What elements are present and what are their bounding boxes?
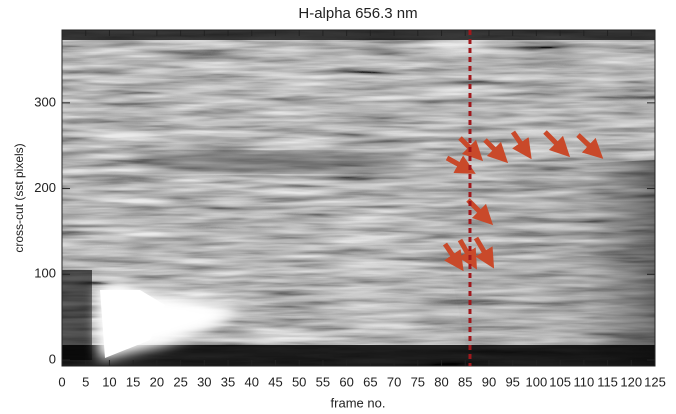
y-tick-label: 0 xyxy=(49,351,56,366)
x-tick-label: 55 xyxy=(316,374,330,389)
x-tick-label: 90 xyxy=(482,374,496,389)
x-tick-label: 25 xyxy=(173,374,187,389)
x-axis-label: frame no. xyxy=(331,395,386,410)
x-tick-label: 5 xyxy=(82,374,89,389)
x-tick-label: 40 xyxy=(245,374,259,389)
x-tick-label: 75 xyxy=(411,374,425,389)
plot-frame xyxy=(61,29,656,367)
x-tick-label: 95 xyxy=(505,374,519,389)
top-band xyxy=(62,30,655,40)
arrow xyxy=(445,155,476,174)
image xyxy=(62,30,655,366)
x-tick-label: 60 xyxy=(339,374,353,389)
y-axis-label: cross-cut (sst pixels) xyxy=(12,143,26,252)
y-tick-label: 300 xyxy=(34,94,56,109)
arrow xyxy=(576,133,604,159)
x-tick-label: 10 xyxy=(102,374,116,389)
dark-band xyxy=(130,152,410,172)
x-tick-label: 20 xyxy=(150,374,164,389)
x-tick-label: 110 xyxy=(573,374,594,389)
arrow xyxy=(458,136,484,162)
x-tick-label: 30 xyxy=(197,374,211,389)
y-tick-label: 100 xyxy=(34,266,56,281)
x-tick-label: 105 xyxy=(549,374,571,389)
arrow xyxy=(483,138,509,164)
x-tick-label: 115 xyxy=(597,374,618,389)
x-tick-label: 45 xyxy=(268,374,282,389)
x-tick-label: 50 xyxy=(292,374,306,389)
x-tick-label: 15 xyxy=(126,374,140,389)
x-tick-label: 70 xyxy=(387,374,401,389)
x-tick-label: 100 xyxy=(526,374,548,389)
x-tick-label: 120 xyxy=(620,374,642,389)
x-tick-label: 65 xyxy=(363,374,377,389)
arrow xyxy=(543,130,571,158)
dark-patch xyxy=(62,270,92,360)
dark-region xyxy=(430,160,655,366)
x-tick-label: 125 xyxy=(644,374,666,389)
arrows xyxy=(442,130,604,272)
arrow xyxy=(510,130,532,160)
y-tick-label: 200 xyxy=(34,180,56,195)
x-tick-label: 35 xyxy=(221,374,235,389)
bright-core xyxy=(100,290,165,358)
chart-title: H-alpha 656.3 nm xyxy=(298,5,417,22)
arrow xyxy=(442,242,464,272)
x-tick-label: 80 xyxy=(434,374,448,389)
x-tick-label: 85 xyxy=(458,374,472,389)
arrow xyxy=(473,236,495,269)
x-tick-label: 0 xyxy=(58,374,65,389)
